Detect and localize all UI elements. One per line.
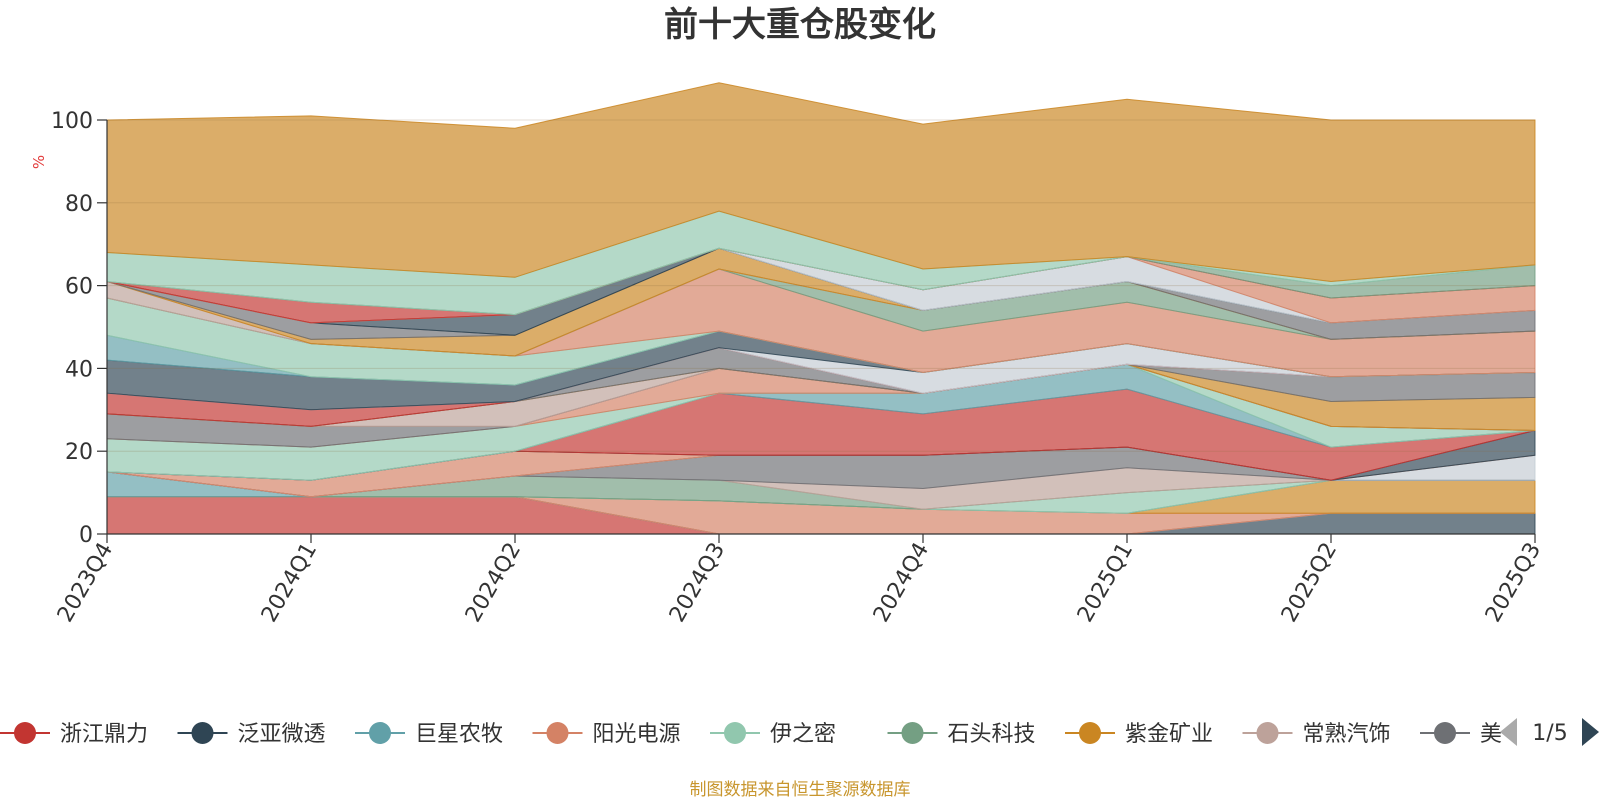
legend-item-6[interactable]: 石头科技 [887, 722, 1036, 747]
legend-pager[interactable]: 1/5 [1500, 718, 1599, 746]
legend-marker-5 [724, 722, 746, 744]
y-tick-label-40: 40 [65, 357, 93, 382]
x-tick-label-2023Q4: 2023Q4 [53, 539, 118, 627]
area-series-group [106, 82, 1536, 535]
x-tick-label-2024Q2: 2024Q2 [461, 539, 526, 627]
pager-page-indicator: 1/5 [1532, 721, 1567, 746]
pager-prev-icon[interactable] [1500, 718, 1517, 746]
x-tick-label-2024Q1: 2024Q1 [257, 539, 322, 627]
y-tick-label-0: 0 [79, 523, 93, 548]
legend-item-5[interactable]: 伊之密 [710, 722, 836, 747]
legend-item-4[interactable]: 阳光电源 [532, 722, 681, 747]
source-note: 制图数据来自恒生聚源数据库 [690, 780, 911, 800]
x-tick-label-2025Q3: 2025Q3 [1481, 539, 1546, 627]
legend-item-7[interactable]: 紫金矿业 [1065, 722, 1213, 747]
legend-label-2: 泛亚微透 [238, 722, 326, 747]
legend-marker-2 [191, 722, 214, 744]
legend-label-4: 阳光电源 [593, 722, 681, 747]
pager-next-icon[interactable] [1582, 718, 1599, 746]
legend-item-2[interactable]: 泛亚微透 [177, 722, 326, 747]
legend-label-6: 石头科技 [948, 722, 1036, 747]
legend-marker-3 [369, 722, 391, 744]
legend-item-3[interactable]: 巨星农牧 [355, 722, 503, 747]
legend-item-1[interactable]: 浙江鼎力 [0, 722, 148, 747]
legend-marker-9 [1434, 722, 1456, 744]
y-tick-label-80: 80 [65, 192, 93, 217]
legend-label-8: 常熟汽饰 [1303, 722, 1391, 747]
legend-label-3: 巨星农牧 [415, 722, 503, 747]
legend-label-9: 美 [1480, 722, 1502, 747]
legend-label-7: 紫金矿业 [1125, 722, 1213, 747]
legend-marker-8 [1256, 722, 1279, 744]
legend-label-1: 浙江鼎力 [60, 722, 148, 747]
x-tick-label-2025Q1: 2025Q1 [1073, 539, 1138, 627]
y-tick-label-100: 100 [51, 109, 93, 134]
legend: 浙江鼎力 泛亚微透 巨星农牧 阳光电源 伊之密 石头科技 紫金矿业 常熟汽饰 美 [0, 722, 1502, 747]
x-tick-label-2025Q2: 2025Q2 [1277, 539, 1342, 627]
chart-title: 前十大重仓股变化 [664, 5, 936, 45]
legend-marker-1 [14, 722, 36, 744]
legend-item-9[interactable]: 美 [1420, 722, 1502, 747]
legend-label-5: 伊之密 [770, 722, 836, 747]
legend-marker-4 [546, 722, 569, 744]
legend-marker-6 [901, 722, 924, 744]
x-tick-label-2024Q3: 2024Q3 [665, 539, 730, 627]
y-tick-label-20: 20 [65, 440, 93, 465]
y-axis-unit: % [30, 155, 48, 169]
legend-marker-7 [1079, 722, 1101, 744]
x-tick-label-2024Q4: 2024Q4 [869, 539, 934, 627]
area-series-39 [106, 82, 1536, 283]
legend-item-8[interactable]: 常熟汽饰 [1242, 722, 1391, 747]
y-tick-label-60: 60 [65, 275, 93, 300]
